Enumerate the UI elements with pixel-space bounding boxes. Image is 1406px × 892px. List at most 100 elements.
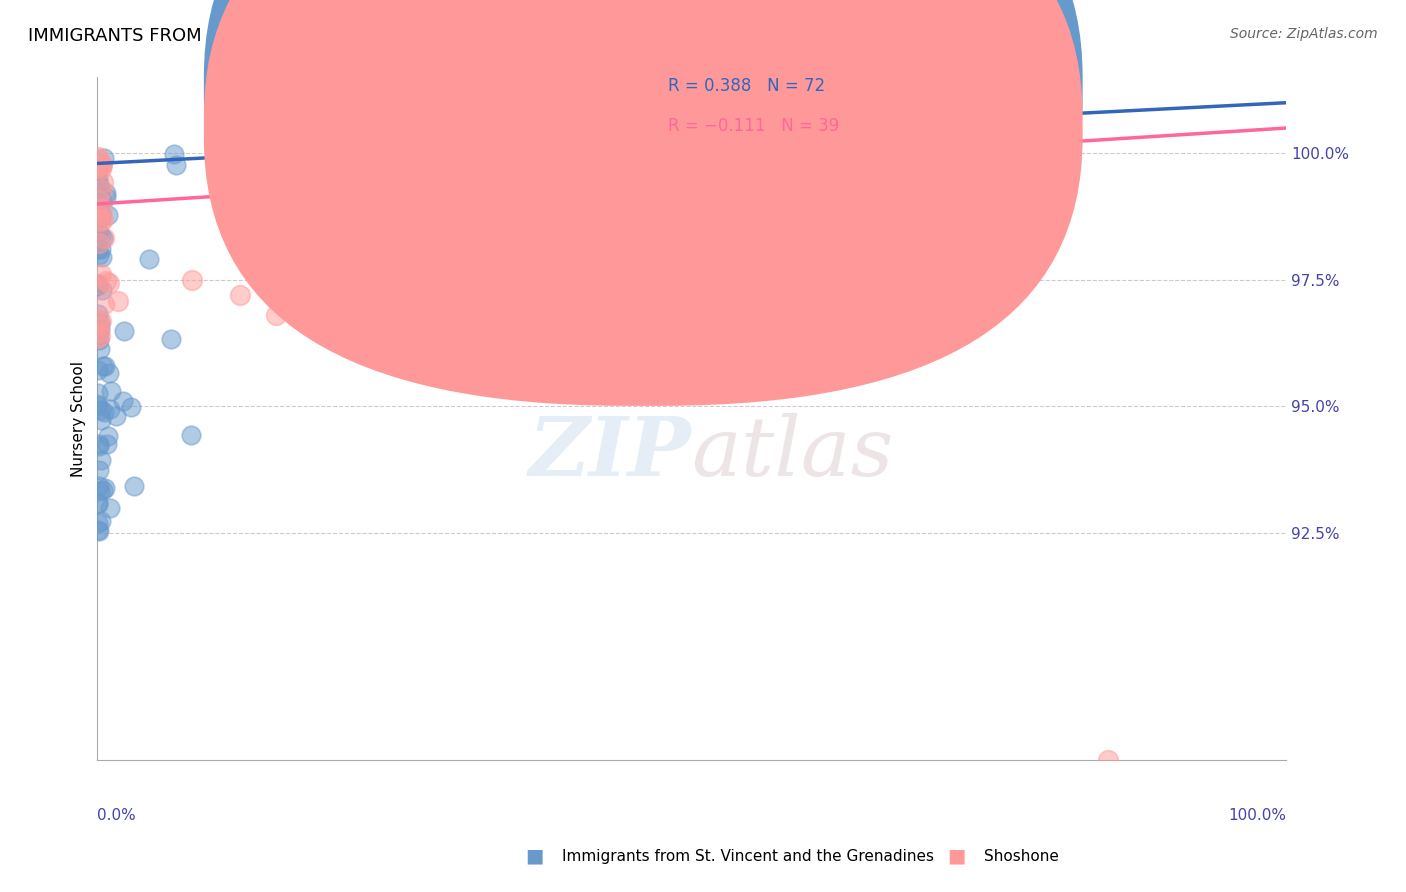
blue <box>91 483 114 497</box>
blue <box>87 307 110 321</box>
blue <box>97 208 120 222</box>
blue <box>162 147 184 161</box>
blue <box>87 242 110 256</box>
pink <box>87 319 110 334</box>
blue <box>124 479 146 493</box>
blue <box>87 334 110 348</box>
blue <box>90 453 112 467</box>
blue <box>100 384 122 398</box>
pink <box>859 288 882 302</box>
blue <box>90 189 112 203</box>
pink <box>87 152 110 166</box>
pink <box>91 212 114 227</box>
blue <box>87 277 110 292</box>
Text: 0.0%: 0.0% <box>97 808 136 823</box>
blue <box>94 359 117 374</box>
blue <box>91 251 114 265</box>
pink <box>107 293 129 308</box>
blue <box>90 413 112 427</box>
blue <box>87 178 110 192</box>
pink <box>90 267 112 281</box>
blue <box>87 177 110 191</box>
pink <box>86 331 108 345</box>
blue <box>89 316 111 330</box>
blue <box>93 404 115 418</box>
Y-axis label: Nursery School: Nursery School <box>72 361 86 477</box>
blue <box>138 252 160 266</box>
blue <box>87 496 110 510</box>
pink <box>977 156 1000 170</box>
blue <box>98 500 121 515</box>
blue <box>90 229 112 244</box>
pink <box>181 273 204 287</box>
blue <box>87 436 110 450</box>
pink <box>942 146 965 161</box>
blue <box>97 428 120 442</box>
blue <box>96 190 118 204</box>
Text: Source: ZipAtlas.com: Source: ZipAtlas.com <box>1230 27 1378 41</box>
pink <box>94 275 117 289</box>
pink <box>87 211 110 226</box>
pink <box>87 325 110 339</box>
blue <box>86 386 108 401</box>
blue <box>87 248 110 262</box>
blue <box>87 163 110 178</box>
pink <box>89 329 111 343</box>
pink <box>93 230 115 244</box>
blue <box>96 437 118 451</box>
blue <box>86 172 108 186</box>
blue <box>87 497 110 511</box>
blue <box>87 327 110 342</box>
pink <box>86 160 108 174</box>
pink <box>90 183 112 197</box>
blue <box>112 394 135 409</box>
pink <box>87 277 110 291</box>
pink <box>90 314 112 328</box>
blue <box>90 207 112 221</box>
blue <box>87 524 110 538</box>
pink <box>91 158 114 172</box>
blue <box>89 322 111 336</box>
pink <box>89 194 111 209</box>
pink <box>384 323 406 337</box>
pink <box>323 293 346 307</box>
blue <box>98 401 121 416</box>
Text: R = 0.388   N = 72: R = 0.388 N = 72 <box>668 77 825 95</box>
pink <box>87 158 110 172</box>
blue <box>120 400 142 414</box>
Text: ZIP: ZIP <box>529 413 692 493</box>
pink <box>229 288 252 302</box>
pink <box>90 162 112 177</box>
blue <box>86 277 108 292</box>
blue <box>91 359 114 374</box>
blue <box>180 427 202 442</box>
blue <box>90 514 112 528</box>
blue <box>165 158 187 172</box>
blue <box>87 399 110 413</box>
Text: Immigrants from St. Vincent and the Grenadines: Immigrants from St. Vincent and the Gren… <box>562 849 935 863</box>
blue <box>90 283 112 297</box>
blue <box>86 397 108 411</box>
pink <box>90 214 112 228</box>
blue <box>91 231 114 245</box>
blue <box>87 516 110 530</box>
blue <box>90 242 112 256</box>
blue <box>89 211 111 225</box>
blue <box>86 523 108 537</box>
pink <box>264 308 287 322</box>
Text: ■: ■ <box>524 847 544 866</box>
pink <box>91 175 114 189</box>
blue <box>94 186 117 201</box>
Text: 100.0%: 100.0% <box>1227 808 1286 823</box>
blue <box>86 363 108 377</box>
blue <box>93 481 115 495</box>
blue <box>89 342 111 356</box>
blue <box>89 479 111 493</box>
blue <box>89 463 111 477</box>
Text: ■: ■ <box>946 847 966 866</box>
blue <box>105 409 128 423</box>
pink <box>91 157 114 171</box>
pink <box>86 150 108 164</box>
pink <box>93 297 115 311</box>
blue <box>87 180 110 194</box>
